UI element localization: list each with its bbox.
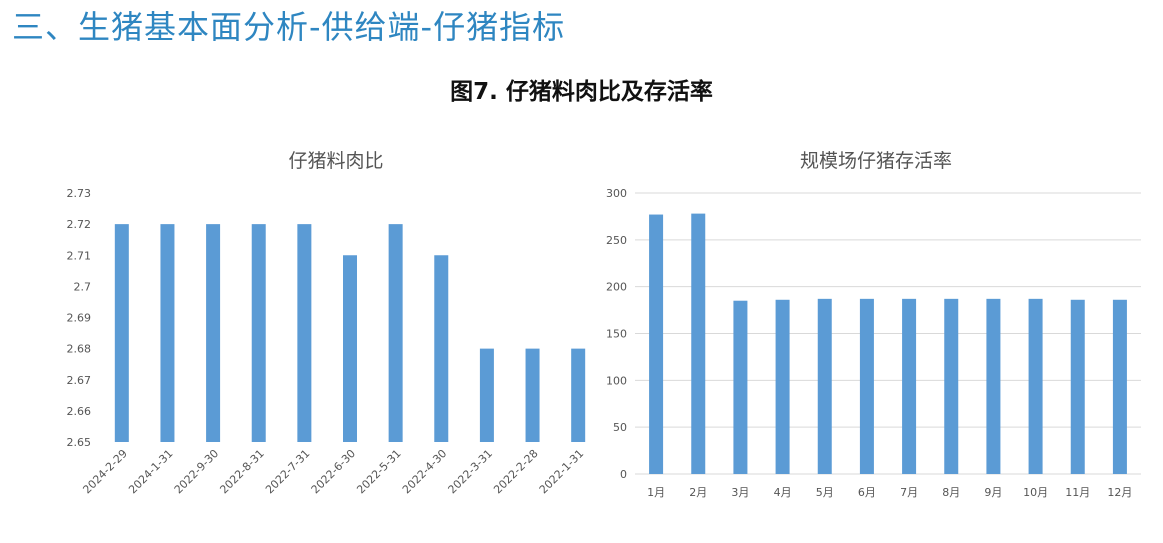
bar	[297, 224, 312, 442]
bar	[1070, 299, 1085, 474]
x-tick-label: 2月	[689, 486, 707, 499]
bar	[902, 298, 917, 474]
x-tick-label: 8月	[942, 486, 960, 499]
x-tick-label: 12月	[1107, 486, 1132, 499]
bar	[1028, 298, 1043, 474]
bar	[114, 224, 129, 442]
y-tick-label: 2.71	[67, 249, 92, 262]
bar	[691, 213, 706, 474]
figure-title: 图7. 仔猪料肉比及存活率	[450, 79, 713, 105]
y-tick-label: 2.69	[67, 312, 92, 325]
bar	[571, 348, 586, 442]
bar	[434, 255, 449, 442]
x-tick-label: 1月	[647, 486, 665, 499]
y-tick-label: 100	[606, 374, 627, 387]
x-tick-label: 11月	[1065, 486, 1090, 499]
bar	[944, 298, 959, 474]
x-tick-label: 9月	[984, 486, 1002, 499]
bar	[859, 298, 874, 474]
bar	[343, 255, 357, 442]
bar	[206, 224, 221, 442]
x-tick-label: 5月	[816, 486, 834, 499]
feed-meat-ratio-chart: 仔猪料肉比 2.65 2.66 2.67 2.68 2.69 2.7 2.71 2.72 2.7…	[67, 150, 587, 496]
bar	[251, 224, 266, 442]
x-tick-label: 10月	[1023, 486, 1048, 499]
bar	[649, 214, 664, 474]
y-tick-label: 2.65	[67, 436, 92, 449]
bar	[817, 298, 832, 474]
bar	[775, 299, 790, 474]
y-tick-label: 150	[606, 328, 627, 341]
bar	[1112, 299, 1127, 474]
y-tick-label: 50	[613, 421, 627, 434]
x-tick-label: 3月	[731, 486, 749, 499]
bar	[479, 348, 494, 442]
page-heading: 三、生猪基本面分析-供给端-仔猪指标	[12, 8, 566, 46]
y-tick-label: 200	[606, 281, 627, 294]
x-tick-label: 4月	[774, 486, 792, 499]
y-tick-label: 0	[620, 468, 627, 481]
bar	[986, 298, 1001, 474]
y-tick-label: 300	[606, 187, 627, 200]
y-tick-label: 2.68	[67, 343, 92, 356]
y-tick-label: 2.7	[74, 280, 92, 293]
bar	[733, 300, 748, 474]
x-tick-label: 6月	[858, 486, 876, 499]
y-tick-label: 2.67	[67, 374, 92, 387]
y-tick-label: 2.72	[67, 218, 92, 231]
bar	[525, 348, 540, 442]
y-tick-label: 2.66	[67, 405, 92, 418]
chart-title-feed-meat-ratio: 仔猪料肉比	[288, 150, 383, 172]
y-tick-label: 2.73	[67, 187, 92, 200]
y-tick-label: 250	[606, 234, 627, 247]
x-tick-label: 7月	[900, 486, 918, 499]
bar	[388, 224, 403, 442]
bar	[160, 224, 175, 442]
chart-title-piglet-survival: 规模场仔猪存活率	[800, 150, 952, 172]
